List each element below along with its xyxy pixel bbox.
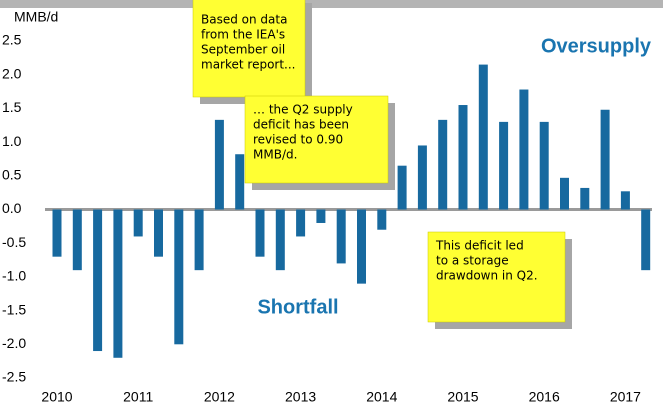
bar xyxy=(478,64,488,210)
bar xyxy=(296,209,306,237)
note-text: MMB/d. xyxy=(253,148,297,162)
x-tick-label: 2012 xyxy=(204,389,235,405)
bar xyxy=(113,209,123,358)
y-tick-label: -0.5 xyxy=(2,234,26,250)
bar xyxy=(235,154,245,210)
y-axis-label: MMB/d xyxy=(14,9,58,25)
y-tick-label: -1.0 xyxy=(2,268,26,284)
annotation: Oversupply xyxy=(541,35,652,57)
y-tick-label: 2.0 xyxy=(2,65,22,81)
bar xyxy=(255,209,265,257)
bar xyxy=(336,209,346,264)
bar xyxy=(377,209,387,230)
bar xyxy=(641,209,651,271)
note-text: to a storage xyxy=(436,254,509,268)
bar xyxy=(275,209,285,271)
bar xyxy=(93,209,103,352)
y-tick-label: 2.5 xyxy=(2,32,22,48)
bar xyxy=(417,145,427,210)
y-tick-label: 1.0 xyxy=(2,133,22,149)
note-text: drawdown in Q2. xyxy=(436,269,538,283)
note-text: deficit has been xyxy=(253,118,349,132)
note-text: September oil xyxy=(201,43,285,57)
note-box xyxy=(427,231,566,323)
y-tick-label: 1.5 xyxy=(2,99,22,115)
bar xyxy=(397,165,407,210)
bar xyxy=(539,121,549,210)
bar xyxy=(174,209,184,345)
bar xyxy=(194,209,204,271)
note-text: from the IEA's xyxy=(201,28,285,42)
bar xyxy=(499,121,509,210)
y-tick-label: -2.0 xyxy=(2,335,26,351)
x-tick-label: 2014 xyxy=(366,389,397,405)
bar xyxy=(214,119,224,210)
bar xyxy=(620,191,630,210)
note-box xyxy=(244,95,389,184)
bar xyxy=(600,109,610,210)
bar xyxy=(458,105,468,210)
x-tick-label: 2013 xyxy=(285,389,316,405)
bar xyxy=(72,209,82,271)
bar xyxy=(438,119,448,210)
x-tick-label: 2016 xyxy=(529,389,560,405)
y-tick-label: -2.5 xyxy=(2,369,26,385)
top-band xyxy=(0,0,663,8)
note-text: This deficit led xyxy=(435,239,524,253)
bar xyxy=(154,209,163,257)
note-text: Based on data xyxy=(201,13,287,27)
note-text: market report... xyxy=(201,58,296,72)
x-tick-label: 2010 xyxy=(41,389,72,405)
y-tick-label: -1.5 xyxy=(2,301,26,317)
y-tick-label: 0.0 xyxy=(2,200,22,216)
x-tick-label: 2011 xyxy=(123,389,153,405)
y-tick-label: 0.5 xyxy=(2,167,22,183)
bar xyxy=(580,187,590,210)
bar xyxy=(357,209,366,284)
bar xyxy=(316,209,326,223)
note-box xyxy=(192,0,306,98)
x-tick-label: 2017 xyxy=(610,389,641,405)
note-text: … the Q2 supply xyxy=(253,103,353,117)
bar xyxy=(133,209,143,237)
x-tick-label: 2015 xyxy=(447,389,478,405)
annotation: Shortfall xyxy=(257,296,338,318)
bar xyxy=(52,209,62,257)
bar xyxy=(560,177,569,210)
bar xyxy=(519,89,529,210)
note-text: revised to 0.90 xyxy=(253,133,343,147)
